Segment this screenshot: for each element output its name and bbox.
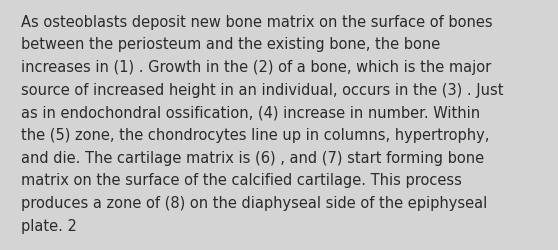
Text: and die. The cartilage matrix is (6) , and (7) start forming bone: and die. The cartilage matrix is (6) , a… [21, 150, 484, 165]
Text: increases in (1) . Growth in the (2) of a bone, which is the major: increases in (1) . Growth in the (2) of … [21, 60, 491, 75]
Text: matrix on the surface of the calcified cartilage. This process: matrix on the surface of the calcified c… [21, 172, 461, 188]
Text: the (5) zone, the chondrocytes line up in columns, hypertrophy,: the (5) zone, the chondrocytes line up i… [21, 128, 489, 142]
Text: between the periosteum and the existing bone, the bone: between the periosteum and the existing … [21, 37, 440, 52]
Text: As osteoblasts deposit new bone matrix on the surface of bones: As osteoblasts deposit new bone matrix o… [21, 14, 492, 30]
Text: plate. 2: plate. 2 [21, 218, 76, 232]
Text: source of increased height in an individual, occurs in the (3) . Just: source of increased height in an individ… [21, 82, 503, 97]
Text: produces a zone of (8) on the diaphyseal side of the epiphyseal: produces a zone of (8) on the diaphyseal… [21, 195, 487, 210]
Text: as in endochondral ossification, (4) increase in number. Within: as in endochondral ossification, (4) inc… [21, 105, 480, 120]
